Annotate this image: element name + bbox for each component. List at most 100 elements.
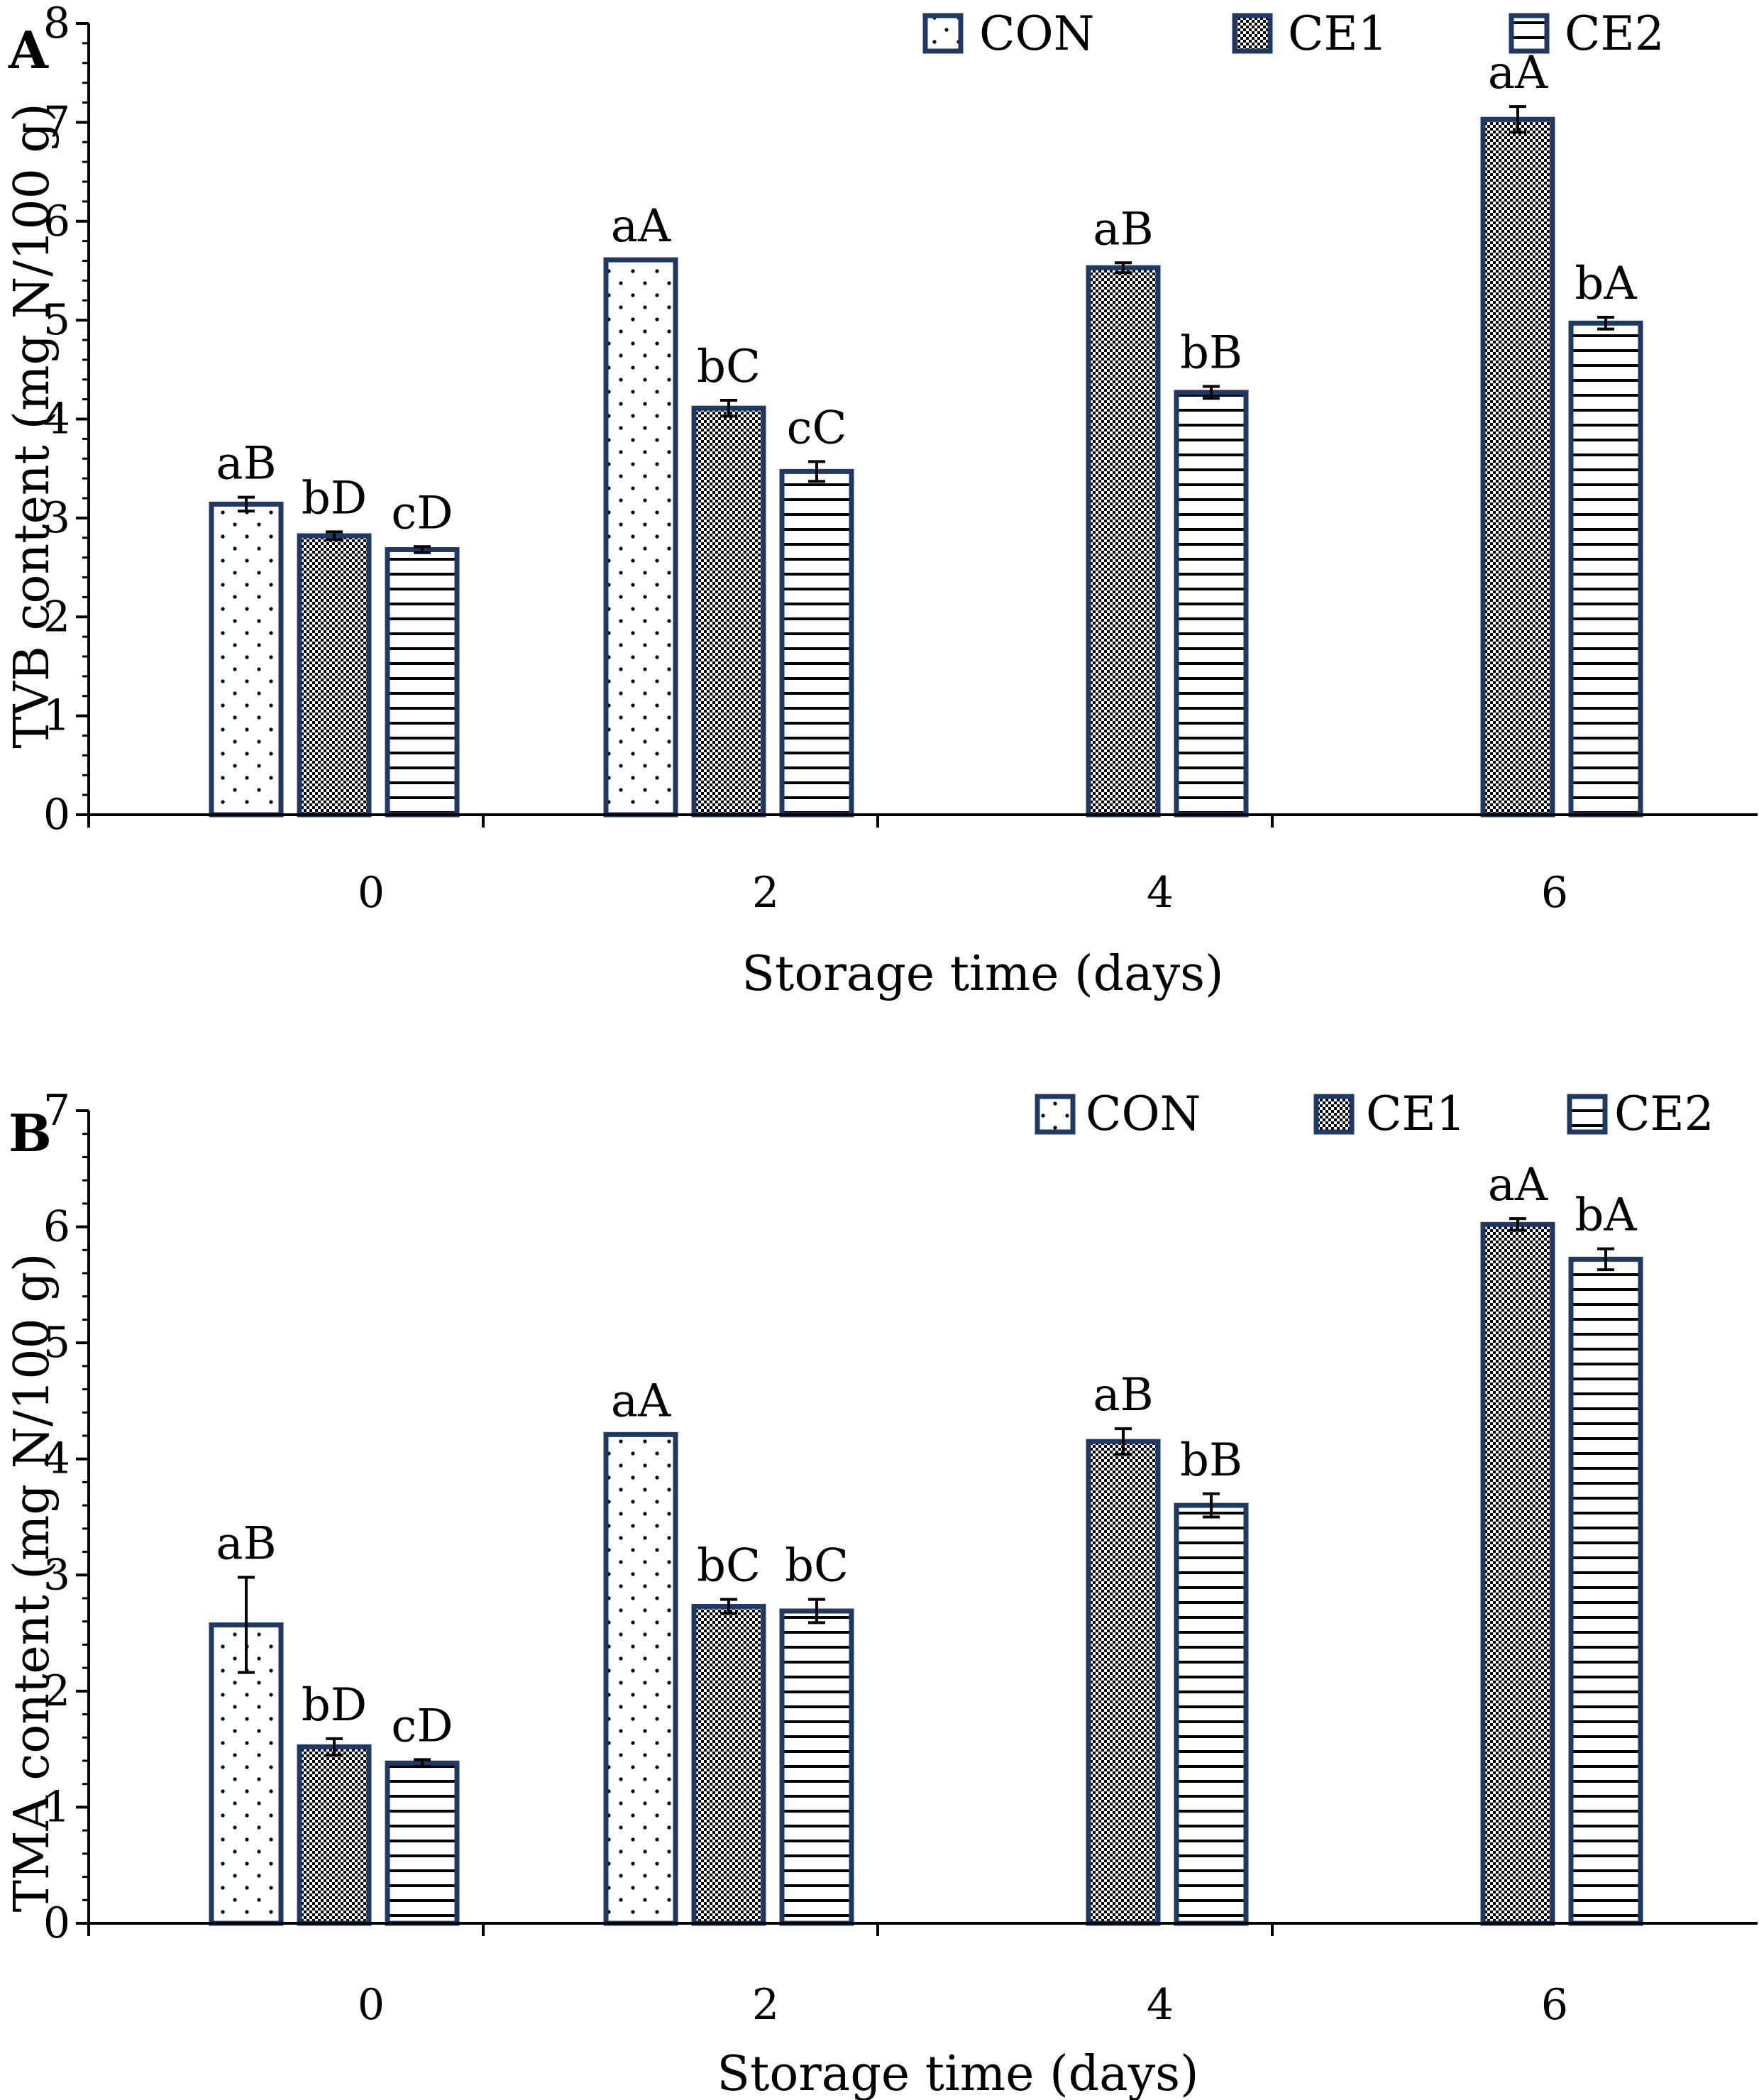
legend-label-ce2: CE2 <box>1614 1087 1714 1141</box>
panel-b-x-axis-title: Storage time (days) <box>717 2046 1198 2100</box>
legend-swatch-ce1 <box>1232 13 1273 54</box>
y-tick-label: 4 <box>43 1434 70 1484</box>
panel-a-x-ticks: 0 2 4 6 <box>87 815 1568 918</box>
y-tick-label: 2 <box>43 592 70 642</box>
legend-item-con: CON <box>922 6 1094 61</box>
bar-ce1-2 <box>691 405 766 818</box>
significance-label: aA <box>611 1375 671 1427</box>
bar-con-0 <box>209 501 284 818</box>
bar-ce1-2 <box>691 1603 766 1926</box>
legend-item-con: CON <box>1035 1087 1201 1141</box>
bar-ce2-0 <box>385 546 460 818</box>
bar-ce1-4 <box>1086 265 1161 818</box>
legend-swatch-con <box>1035 1094 1076 1135</box>
significance-label: aA <box>1488 1159 1548 1211</box>
significance-label: bD <box>302 472 367 524</box>
y-tick-label: 4 <box>43 395 70 444</box>
x-tick-label: 4 <box>1147 868 1174 918</box>
legend-swatch-ce2 <box>1509 13 1550 54</box>
panel-b-y-axis-title: TMA content (mg N/100 g) <box>4 1253 60 1913</box>
legend-item-ce1: CE1 <box>1313 1087 1466 1141</box>
bar-ce2-0 <box>385 1760 460 1926</box>
x-tick-label: 2 <box>752 868 779 918</box>
legend-swatch-ce1 <box>1313 1094 1355 1135</box>
y-tick-label: 1 <box>43 1782 70 1832</box>
bar-ce2-6 <box>1568 1256 1643 1926</box>
legend-item-ce1: CE1 <box>1232 6 1388 61</box>
x-tick-label: 4 <box>1147 1980 1174 2030</box>
significance-label: bC <box>697 1540 761 1593</box>
y-tick-label: 1 <box>43 691 70 741</box>
significance-label: bC <box>785 1540 849 1593</box>
significance-label: cD <box>391 487 453 539</box>
panel-b: B TMA content (mg N/100 g) Storage time … <box>4 1086 1758 2100</box>
bar-con-0 <box>209 1622 284 1926</box>
panel-a-label: A <box>8 20 49 80</box>
panel-a-x-axis-title: Storage time (days) <box>741 946 1223 1002</box>
y-tick-label: 7 <box>43 1086 70 1136</box>
significance-label: cC <box>787 402 847 454</box>
significance-label: aA <box>1488 47 1548 99</box>
significance-label: bD <box>302 1679 367 1732</box>
y-tick-label: 2 <box>43 1666 70 1716</box>
legend-label-ce2: CE2 <box>1565 6 1665 61</box>
y-tick-label: 3 <box>43 493 70 543</box>
x-tick-label: 2 <box>752 1980 779 2030</box>
significance-label: bA <box>1575 1189 1637 1242</box>
x-tick-label: 0 <box>358 868 385 918</box>
legend-label-ce1: CE1 <box>1288 6 1388 61</box>
panel-a-axes <box>87 23 1758 816</box>
panel-b-label: B <box>9 1103 52 1163</box>
y-tick-label: 5 <box>43 1318 70 1368</box>
y-tick-label: 0 <box>43 1898 70 1948</box>
panel-b-y-ticks: 0 1 2 3 4 5 6 7 <box>43 1086 89 1948</box>
legend-label-con: CON <box>1086 1087 1201 1141</box>
bar-ce1-6 <box>1480 116 1555 818</box>
bar-ce2-2 <box>779 1608 854 1926</box>
significance-label: bC <box>697 341 761 393</box>
legend-item-ce2: CE2 <box>1567 1087 1714 1141</box>
significance-label: cD <box>391 1700 453 1752</box>
panel-b-x-ticks: 0 2 4 6 <box>87 1923 1568 2030</box>
bar-ce2-2 <box>779 468 854 818</box>
y-tick-label: 5 <box>43 295 70 345</box>
legend-item-ce2: CE2 <box>1509 6 1665 61</box>
bar-ce1-6 <box>1480 1221 1555 1926</box>
bar-ce2-6 <box>1568 320 1643 818</box>
x-tick-label: 6 <box>1541 868 1568 918</box>
significance-label: bB <box>1180 1434 1242 1487</box>
panel-a-legend: CON CE1 CE2 <box>922 6 1665 61</box>
y-tick-label: 7 <box>43 97 70 147</box>
x-tick-label: 0 <box>358 1980 385 2030</box>
y-tick-label: 6 <box>43 197 70 246</box>
panel-a-bars: aB aA bD bC aB aA cD cC bB bA <box>209 47 1643 818</box>
significance-label: bA <box>1575 258 1637 310</box>
y-tick-label: 3 <box>43 1550 70 1600</box>
y-tick-label: 6 <box>43 1202 70 1252</box>
bar-con-2 <box>603 1431 678 1926</box>
legend-swatch-ce2 <box>1567 1094 1608 1135</box>
significance-label: aA <box>611 200 671 253</box>
bar-ce2-4 <box>1174 1502 1249 1926</box>
panel-a-y-axis-title: TVB content (mg N/100 g) <box>4 103 60 748</box>
significance-label: aB <box>1093 203 1153 255</box>
legend-label-con: CON <box>979 6 1094 61</box>
panel-b-bars: aB aA bD bC aB aA cD bC bB bA <box>209 1159 1643 1926</box>
y-tick-label: 0 <box>43 790 70 840</box>
bar-ce1-4 <box>1086 1439 1161 1926</box>
bar-con-2 <box>603 257 678 818</box>
significance-label: aB <box>1093 1369 1153 1422</box>
panel-a: A TVB content (mg N/100 g) Storage time … <box>4 0 1758 1002</box>
legend-swatch-con <box>922 13 964 54</box>
bar-ce1-0 <box>297 533 372 818</box>
panel-b-legend: CON CE1 CE2 <box>1035 1087 1714 1141</box>
y-tick-label: 8 <box>43 0 70 48</box>
bar-ce2-4 <box>1174 390 1249 818</box>
legend-label-ce1: CE1 <box>1366 1087 1466 1141</box>
significance-label: aB <box>216 438 276 490</box>
significance-label: bB <box>1180 327 1242 380</box>
bar-ce1-0 <box>297 1744 372 1926</box>
panel-a-y-ticks: 0 1 2 3 4 5 6 7 8 <box>43 0 89 840</box>
significance-label: aB <box>216 1518 276 1571</box>
